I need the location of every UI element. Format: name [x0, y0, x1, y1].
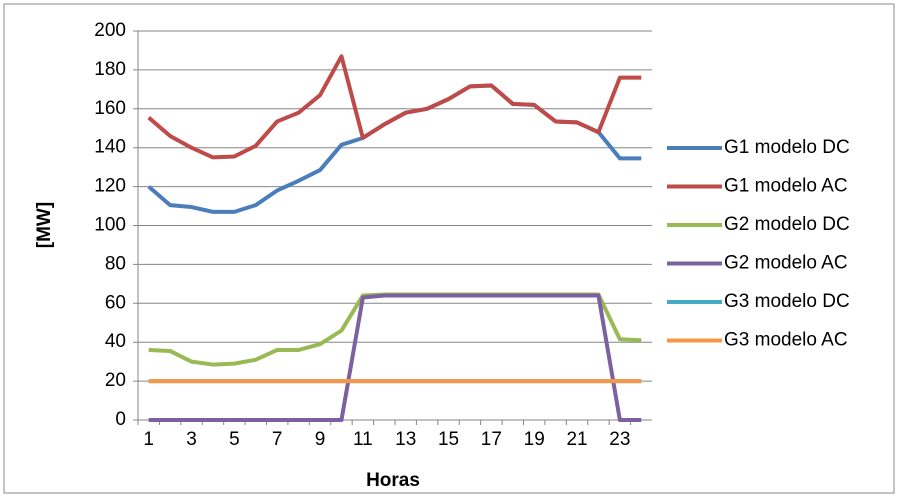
y-tick-label: 40 [105, 331, 126, 352]
legend-label: G1 modelo DC [724, 137, 850, 158]
x-tick-label: 11 [353, 429, 373, 450]
y-tick-label: 60 [105, 292, 126, 313]
series-line [147, 54, 642, 160]
x-tick-label: 1 [143, 429, 154, 450]
legend-label: G2 modelo DC [724, 214, 850, 235]
y-tick-label: 200 [94, 20, 126, 41]
legend-label: G2 modelo AC [724, 253, 848, 274]
legend-label: G3 modelo AC [724, 330, 848, 351]
x-tick-label: 19 [524, 429, 545, 450]
x-tick-label: 15 [438, 429, 459, 450]
legend-label: G1 modelo AC [724, 176, 848, 197]
y-axis-label: [MW] [34, 202, 55, 248]
legend-label: G3 modelo DC [724, 291, 850, 312]
y-tick-label: 100 [94, 215, 126, 236]
x-tick-label: 21 [566, 429, 587, 450]
y-tick-label: 80 [105, 253, 126, 274]
x-tick-label: 17 [481, 429, 502, 450]
x-tick-label: 3 [186, 429, 197, 450]
x-tick-label: 13 [395, 429, 416, 450]
y-tick-label: 120 [94, 176, 126, 197]
x-tick-label: 9 [315, 429, 326, 450]
x-tick-label: 7 [272, 429, 283, 450]
y-tick-label: 180 [94, 59, 126, 80]
x-tick-label: 5 [229, 429, 240, 450]
y-tick-label: 140 [94, 137, 126, 158]
y-tick-label: 0 [115, 409, 126, 430]
series-line [148, 293, 642, 422]
x-tick-label: 23 [609, 429, 630, 450]
y-tick-label: 160 [94, 98, 126, 119]
x-axis-label: Horas [366, 470, 420, 491]
chart-border [3, 3, 895, 494]
y-tick-label: 20 [105, 370, 126, 391]
